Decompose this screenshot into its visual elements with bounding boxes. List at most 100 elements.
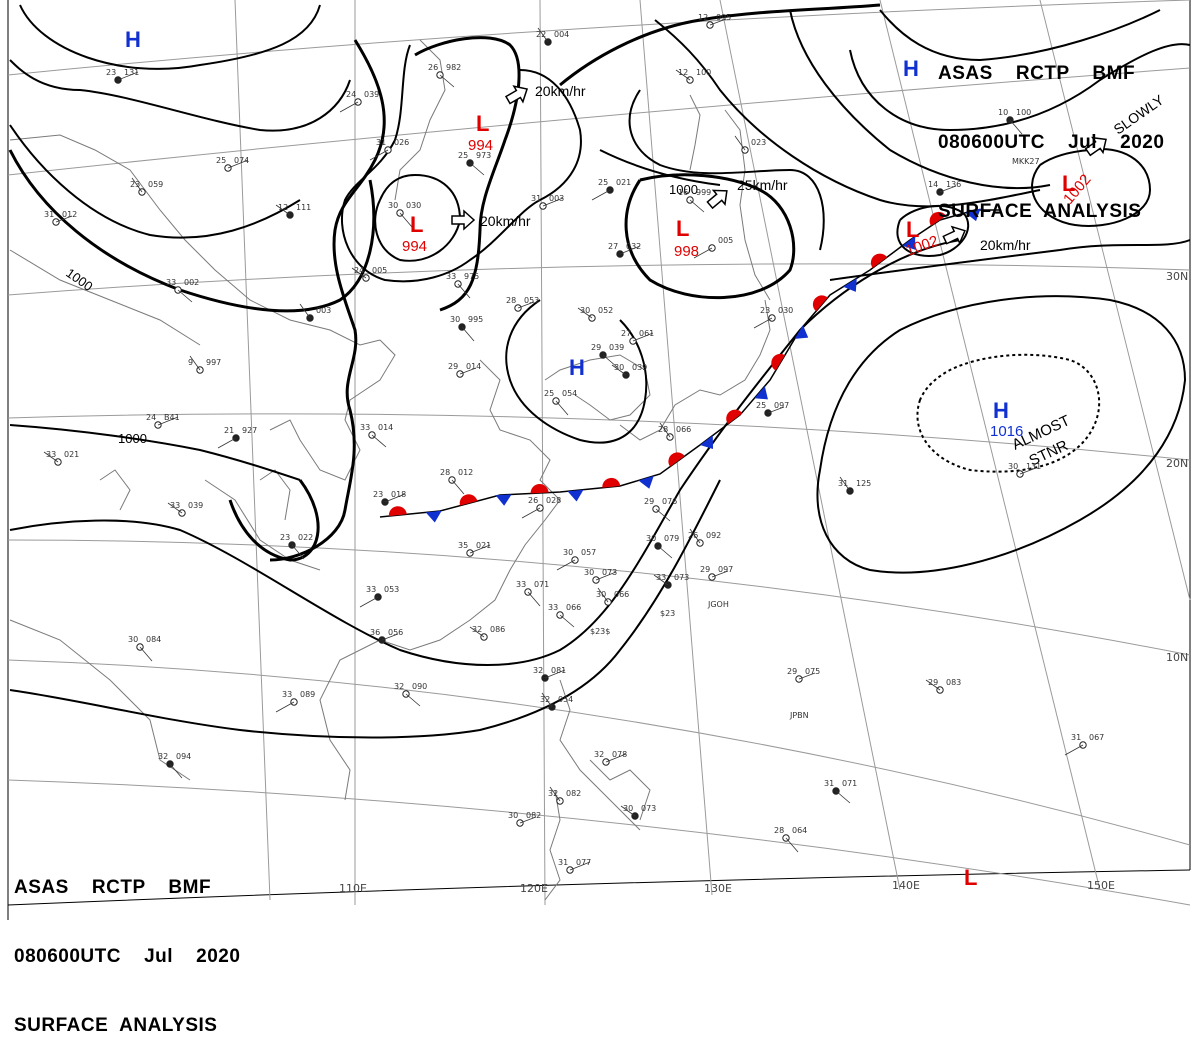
station-plot: 14 136	[928, 180, 961, 196]
station-plot: 9 997	[188, 355, 221, 374]
warm-front-semicircle	[530, 484, 549, 494]
station-pressure: 005	[718, 236, 733, 245]
station-pressure: 073	[602, 568, 617, 577]
station-pressure: 039	[364, 90, 379, 99]
station-plot: 23 030	[753, 306, 793, 329]
station-pressure: 097	[718, 565, 733, 574]
wind-barb	[131, 177, 143, 193]
station-temperature: 30	[1008, 462, 1018, 471]
station-plot: 16 999	[678, 188, 711, 213]
wind-barb	[384, 493, 406, 503]
station-temperature: 28	[440, 468, 450, 477]
station-pressure: 054	[562, 389, 577, 398]
high-symbol: H	[993, 398, 1009, 423]
station-pressure: 067	[1089, 733, 1104, 742]
station-plot: 31 026	[369, 138, 409, 161]
wind-barb	[653, 574, 669, 586]
station-temperature: 28	[506, 296, 516, 305]
station-temperature: 26	[688, 531, 698, 540]
station-pressure: 061	[639, 329, 654, 338]
header-line-1: ASAS RCTP BMF	[14, 877, 212, 898]
station-plot: 32 078	[594, 750, 627, 766]
wind-barb	[399, 212, 413, 228]
station-pressure: 054	[558, 695, 573, 704]
station-pressure: 052	[598, 306, 613, 315]
station-pressure: 004	[554, 30, 569, 39]
station-temperature: 32	[594, 750, 604, 759]
station-temperature: 25	[458, 151, 468, 160]
station-temperature: 30	[614, 363, 624, 372]
wind-barb	[785, 837, 799, 853]
wind-barb	[798, 672, 816, 680]
station-plot: 30 030	[388, 201, 421, 228]
station-plot: 31 067	[1064, 733, 1104, 756]
station-plot: 31 071	[824, 779, 857, 804]
station-temperature: 33	[170, 501, 180, 510]
wind-barb	[632, 332, 654, 342]
station-plot: 25 973	[458, 151, 491, 176]
station-pressure: 100	[696, 68, 711, 77]
longitude-label: 140E	[892, 879, 920, 892]
station-temperature: 33	[516, 580, 526, 589]
station-plot: 12 100	[675, 68, 711, 84]
wind-barb	[457, 283, 471, 299]
wind-barb	[659, 422, 671, 438]
wind-barb	[577, 307, 593, 319]
longitude-label: 110E	[339, 882, 367, 895]
station-plot: 023	[734, 135, 766, 154]
station-temperature: 30	[584, 568, 594, 577]
wind-barb	[519, 816, 537, 824]
station-temperature: 32	[158, 752, 168, 761]
station-plot: 32 094	[158, 752, 191, 779]
station-temperature: 30	[450, 315, 460, 324]
high-pressure-centers: H H H H 1016	[125, 27, 1023, 440]
wind-barb	[167, 502, 183, 514]
station-id: $23	[660, 609, 675, 618]
station-plot: 25 021	[591, 178, 631, 201]
header-bottom-left: ASAS RCTP BMF 080600UTC Jul 2020 SURFACE…	[14, 830, 240, 1060]
high-symbol: H	[569, 355, 585, 380]
wind-barb	[559, 614, 575, 628]
wind-barb	[591, 189, 611, 201]
station-plot: 12 095	[698, 13, 731, 29]
station-temperature: 23	[130, 180, 140, 189]
wind-barb	[1019, 467, 1037, 475]
station-pressure: 022	[298, 533, 313, 542]
wind-barb	[1009, 119, 1023, 135]
station-temperature: 24	[354, 266, 364, 275]
wind-barb	[620, 805, 636, 817]
station-plot: 005	[693, 236, 733, 259]
wind-barb	[469, 626, 485, 638]
station-temperature: 28	[658, 425, 668, 434]
station-plot: 28 012	[440, 468, 473, 495]
station-plot: 28 064	[774, 826, 807, 853]
station-temperature: 23	[106, 68, 116, 77]
low-symbol: L	[964, 865, 977, 890]
warm-front-semicircle	[668, 452, 685, 467]
wind-barb	[569, 861, 591, 871]
wind-barb	[675, 69, 691, 81]
motion-arrow	[706, 189, 728, 210]
high-symbol: H	[125, 27, 141, 52]
station-temperature: 29	[448, 362, 458, 371]
station-temperature: 32	[548, 789, 558, 798]
motion-arrows	[451, 85, 1107, 245]
wind-barb	[597, 587, 609, 603]
station-temperature: 9	[188, 358, 193, 367]
station-pressure: 018	[391, 490, 406, 499]
station-temperature: 31	[838, 479, 848, 488]
station-plot: 26 982	[428, 63, 461, 88]
station-pressure: 039	[609, 343, 624, 352]
low-symbol: L	[906, 217, 919, 242]
wind-barb	[527, 591, 541, 607]
station-plot: 24 039	[339, 90, 379, 113]
station-temperature: 33	[166, 278, 176, 287]
station-pressure: 003	[316, 306, 331, 315]
station-temperature: 32	[540, 695, 550, 704]
station-temperature: 12	[278, 203, 288, 212]
station-plot: 31 125	[838, 476, 871, 495]
wind-barb	[611, 364, 627, 376]
station-pressure: 014	[378, 423, 393, 432]
wind-barb	[217, 437, 237, 449]
wind-barb	[227, 159, 249, 169]
